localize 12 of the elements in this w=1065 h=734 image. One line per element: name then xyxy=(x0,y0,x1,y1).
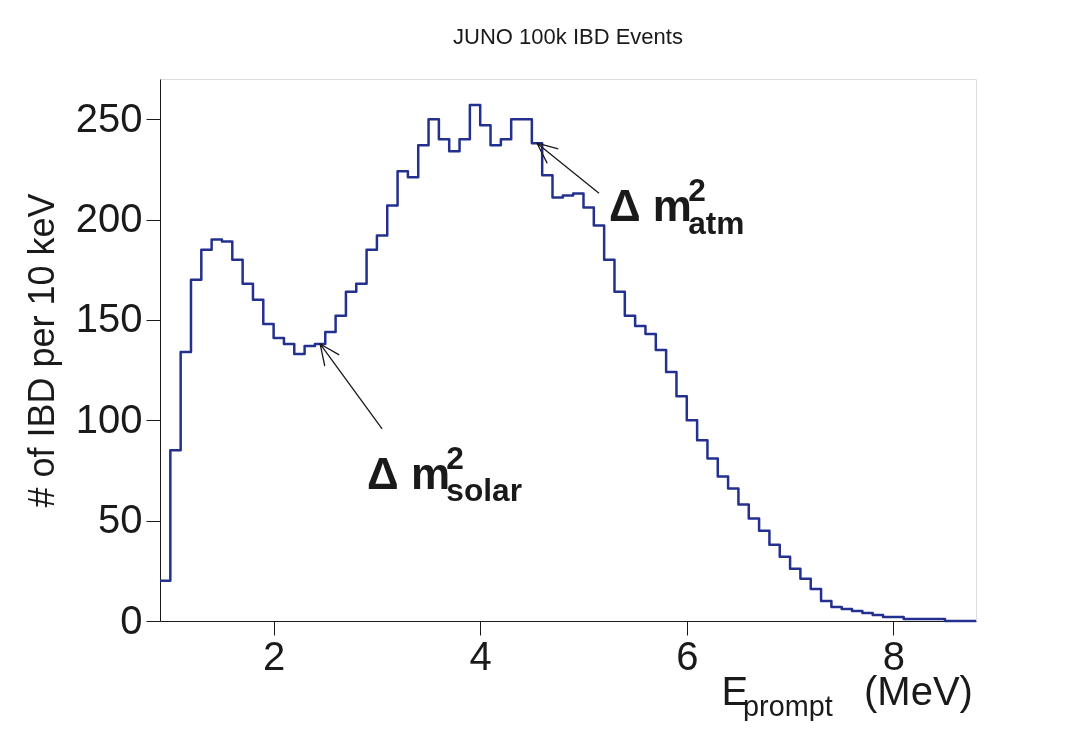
chart-title: JUNO 100k IBD Events xyxy=(453,24,683,49)
x-tick-label: 2 xyxy=(263,633,286,678)
x-tick-label: 6 xyxy=(676,633,699,678)
x-tick-label: 8 xyxy=(882,633,905,678)
x-tick-label: 4 xyxy=(469,633,492,678)
y-axis-title: # of IBD per 10 keV xyxy=(20,193,62,508)
y-tick-label: 0 xyxy=(120,597,143,642)
y-tick-label: 50 xyxy=(98,497,143,542)
y-tick-label: 250 xyxy=(75,95,143,140)
y-tick-label: 200 xyxy=(75,196,143,241)
y-tick-label: 100 xyxy=(75,396,143,441)
y-tick-label: 150 xyxy=(75,296,143,341)
